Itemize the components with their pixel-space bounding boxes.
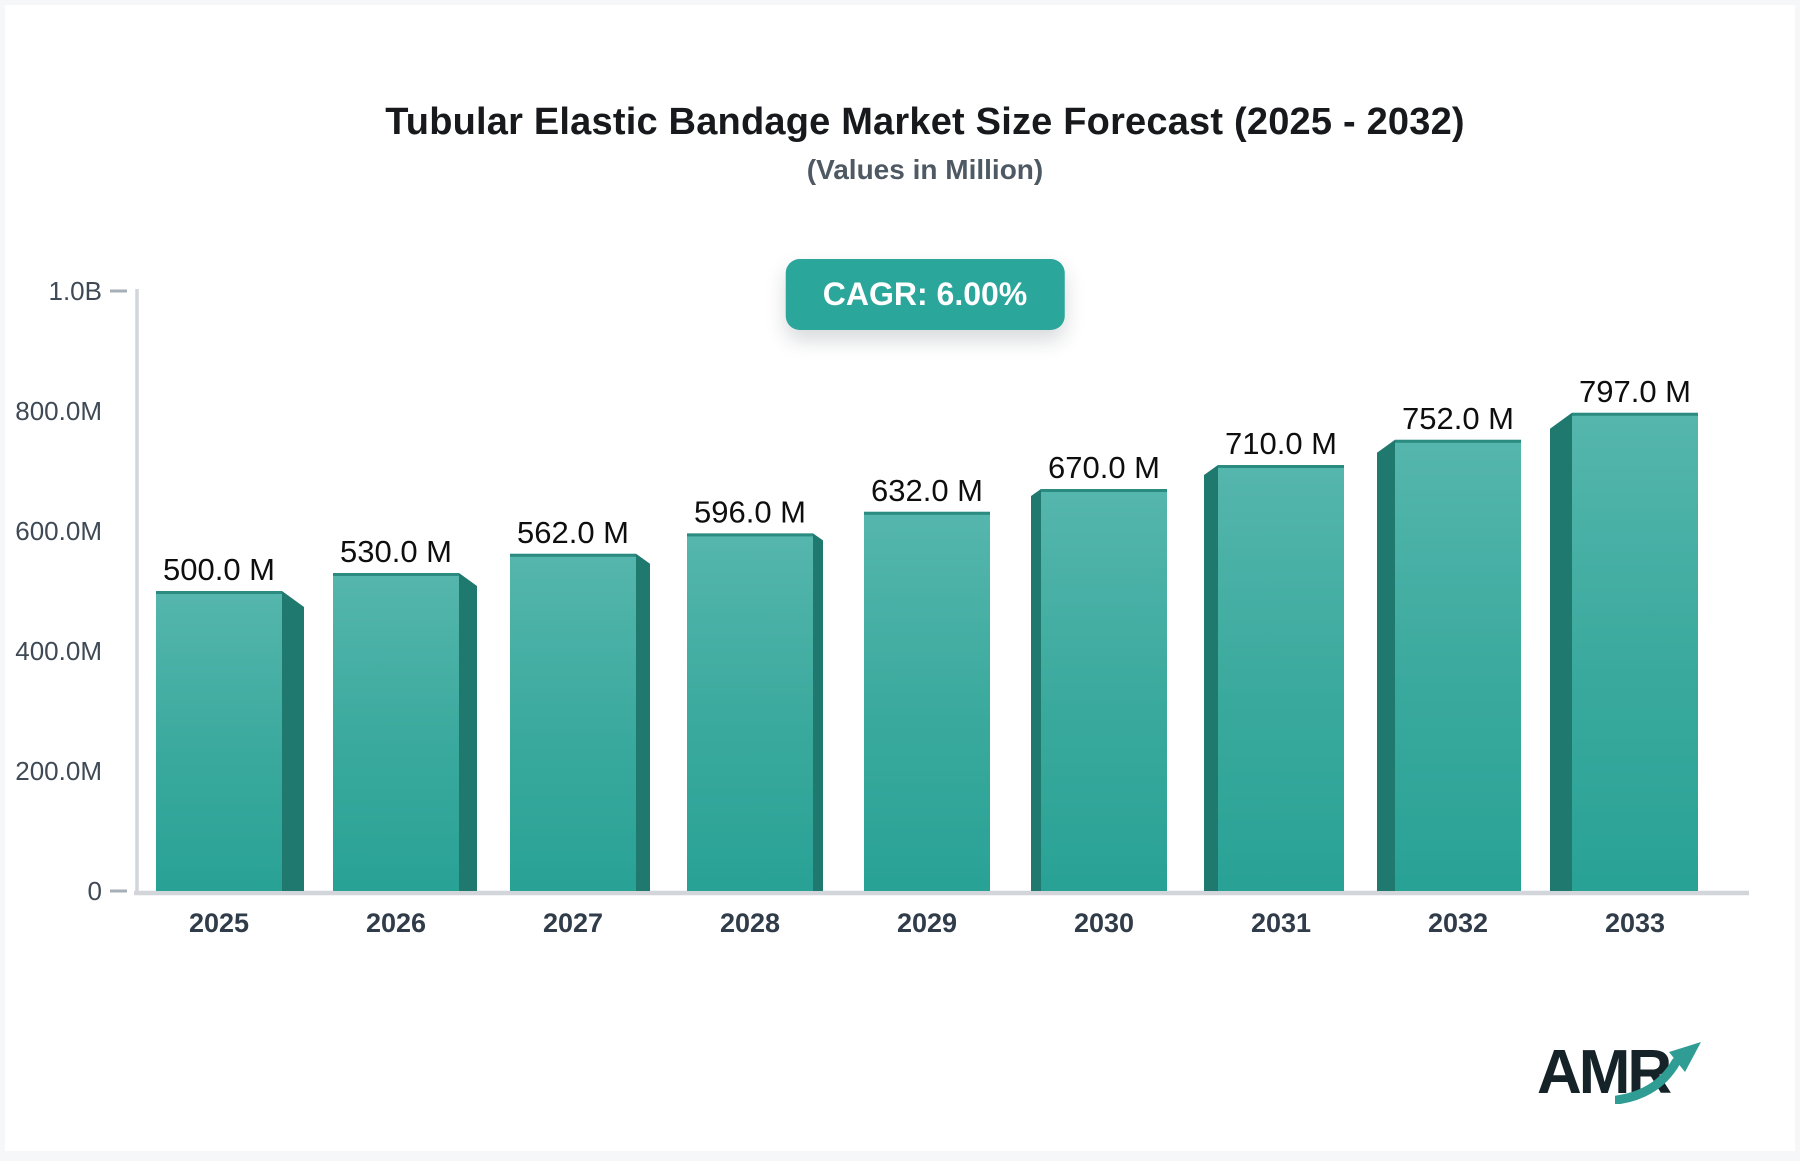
bar-front-face bbox=[1041, 489, 1167, 891]
x-axis-label-2029: 2029 bbox=[897, 908, 957, 938]
bar-2025: 500.0 M 2025 bbox=[156, 552, 304, 938]
bar-front-face bbox=[1395, 439, 1521, 891]
bar-2028: 596.0 M 2028 bbox=[687, 494, 823, 938]
bar-top-edge bbox=[1572, 412, 1698, 416]
bar-value-label: 710.0 M bbox=[1225, 426, 1337, 461]
y-tick-label-400.0M: 400.0M bbox=[15, 636, 102, 666]
chart-card: 0 200.0M 400.0M 600.0M 800.0M 1.0B 500.0 M 2025… bbox=[5, 5, 1795, 1151]
bar-front-face bbox=[510, 553, 636, 891]
bar-value-label: 562.0 M bbox=[517, 515, 629, 550]
amr-logo: AMR bbox=[1537, 1038, 1737, 1122]
bar-front-face bbox=[1218, 465, 1344, 891]
bar-2032: 752.0 M 2032 bbox=[1377, 401, 1521, 938]
bar-top-edge bbox=[1395, 439, 1521, 443]
bar-value-label: 670.0 M bbox=[1048, 450, 1160, 485]
bar-2029: 632.0 M 2029 bbox=[864, 473, 990, 938]
bar-chart: 0 200.0M 400.0M 600.0M 800.0M 1.0B 500.0 M 2025… bbox=[15, 276, 1749, 938]
x-axis-label-2025: 2025 bbox=[189, 908, 249, 938]
bar-top-edge bbox=[510, 553, 636, 557]
growth-arrow-icon bbox=[1615, 1042, 1701, 1104]
bar-2033: 797.0 M 2033 bbox=[1550, 374, 1698, 938]
bar-2026: 530.0 M 2026 bbox=[333, 534, 477, 938]
y-tick-label-800.0M: 800.0M bbox=[15, 396, 102, 426]
bar-value-label: 752.0 M bbox=[1402, 401, 1514, 436]
bar-top-edge bbox=[1218, 465, 1344, 468]
x-axis-label-2030: 2030 bbox=[1074, 908, 1134, 938]
bar-side-face bbox=[282, 591, 304, 891]
bar-value-label: 530.0 M bbox=[340, 534, 452, 569]
cagr-badge: CAGR: 6.00% bbox=[785, 259, 1065, 330]
bar-2030: 670.0 M 2030 bbox=[1031, 450, 1167, 938]
bar-side-face bbox=[636, 553, 650, 891]
bar-2027: 562.0 M 2027 bbox=[510, 515, 650, 938]
bar-top-edge bbox=[687, 533, 813, 537]
bar-value-label: 632.0 M bbox=[871, 473, 983, 508]
y-tick-label-1.0B: 1.0B bbox=[49, 276, 103, 306]
bar-side-face bbox=[1377, 439, 1395, 891]
bar-front-face bbox=[864, 511, 990, 891]
x-axis-label-2031: 2031 bbox=[1251, 908, 1311, 938]
x-axis-label-2032: 2032 bbox=[1428, 908, 1488, 938]
bar-front-face bbox=[156, 591, 282, 891]
bar-front-face bbox=[333, 573, 459, 891]
bar-top-edge bbox=[156, 591, 282, 594]
bar-value-label: 500.0 M bbox=[163, 552, 275, 587]
x-axis-label-2026: 2026 bbox=[366, 908, 426, 938]
bar-side-face bbox=[813, 533, 823, 891]
bar-side-face bbox=[1550, 412, 1572, 891]
bar-side-face bbox=[459, 573, 477, 891]
bar-front-face bbox=[1572, 412, 1698, 891]
chart-title: Tubular Elastic Bandage Market Size Fore… bbox=[385, 101, 1465, 143]
y-tick-label-600.0M: 600.0M bbox=[15, 516, 102, 546]
x-axis-label-2028: 2028 bbox=[720, 908, 780, 938]
y-tick-label-200.0M: 200.0M bbox=[15, 756, 102, 786]
bar-top-edge bbox=[333, 573, 459, 576]
amr-logo-text: AMR bbox=[1537, 1038, 1672, 1107]
bar-front-face bbox=[687, 533, 813, 891]
x-axis-label-2033: 2033 bbox=[1605, 908, 1665, 938]
bar-top-edge bbox=[1041, 489, 1167, 492]
bar-2031: 710.0 M 2031 bbox=[1204, 426, 1344, 938]
bar-value-label: 596.0 M bbox=[694, 494, 806, 529]
x-axis-label-2027: 2027 bbox=[543, 908, 603, 938]
cagr-badge-label: CAGR: 6.00% bbox=[822, 276, 1028, 312]
bar-side-face bbox=[1031, 489, 1041, 891]
bar-value-label: 797.0 M bbox=[1579, 374, 1691, 409]
bar-side-face bbox=[1204, 465, 1218, 891]
y-tick-label-0: 0 bbox=[88, 876, 102, 906]
bar-top-edge bbox=[864, 511, 990, 515]
chart-subtitle: (Values in Million) bbox=[806, 154, 1044, 185]
